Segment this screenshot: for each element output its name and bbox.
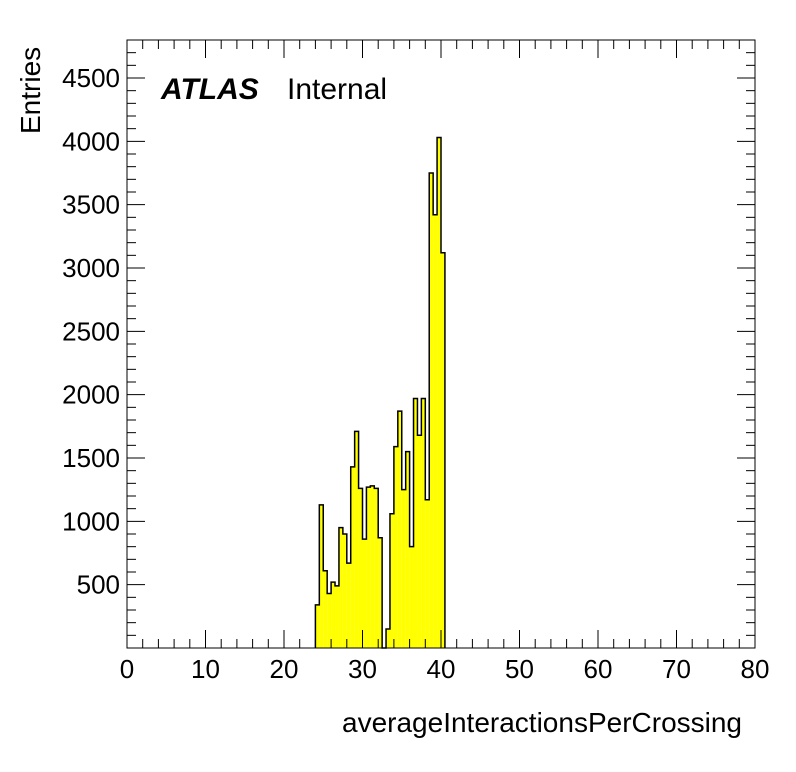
x-tick-label: 30 bbox=[348, 654, 377, 684]
histogram-bin-16 bbox=[378, 537, 383, 648]
y-tick-label: 500 bbox=[77, 570, 120, 600]
histogram-bin-10 bbox=[354, 431, 359, 648]
histogram-bin-26 bbox=[417, 435, 422, 648]
histogram-bin-21 bbox=[397, 411, 402, 648]
y-axis-title: Entries bbox=[15, 47, 46, 134]
histogram-bin-24 bbox=[409, 546, 414, 648]
histogram-bin-13 bbox=[366, 487, 371, 648]
histogram-bin-0 bbox=[315, 604, 320, 648]
atlas-label: ATLAS bbox=[160, 73, 259, 106]
histogram-bin-7 bbox=[342, 534, 347, 648]
y-tick-label: 3500 bbox=[62, 190, 120, 220]
plot-frame bbox=[126, 39, 756, 649]
histogram-outline bbox=[314, 136, 446, 649]
x-tick-label: 60 bbox=[584, 654, 613, 684]
y-tick-label: 3000 bbox=[62, 253, 120, 283]
histogram-bin-32 bbox=[441, 252, 445, 649]
x-axis-title: averageInteractionsPerCrossing bbox=[342, 707, 742, 738]
histogram-bin-3 bbox=[327, 593, 332, 648]
x-tick-label: 70 bbox=[662, 654, 691, 684]
histogram-bin-15 bbox=[374, 488, 379, 648]
histogram-bin-6 bbox=[338, 527, 343, 648]
histogram-bin-25 bbox=[413, 398, 418, 648]
histogram-bin-11 bbox=[358, 488, 363, 648]
x-tick-label: 0 bbox=[120, 654, 134, 684]
x-tick-label: 10 bbox=[191, 654, 220, 684]
histogram-bin-22 bbox=[401, 489, 406, 648]
histogram-bin-29 bbox=[429, 173, 434, 648]
histogram-bin-14 bbox=[370, 485, 375, 648]
x-tick-label: 50 bbox=[505, 654, 534, 684]
y-tick-label: 1500 bbox=[62, 443, 120, 473]
y-tick-label: 2500 bbox=[62, 316, 120, 346]
histogram-bars bbox=[314, 136, 446, 649]
histogram-bin-30 bbox=[433, 214, 438, 649]
y-tick-label: 2000 bbox=[62, 380, 120, 410]
histogram-bin-8 bbox=[346, 563, 351, 648]
histogram-bin-27 bbox=[421, 398, 426, 648]
histogram-bin-9 bbox=[350, 466, 355, 648]
x-tick-label: 20 bbox=[270, 654, 299, 684]
histogram-bin-28 bbox=[425, 499, 430, 648]
y-tick-label: 1000 bbox=[62, 506, 120, 536]
histogram-bin-18 bbox=[386, 629, 390, 648]
histogram-bin-31 bbox=[437, 137, 441, 649]
histogram-bin-12 bbox=[362, 539, 367, 648]
internal-label: Internal bbox=[287, 73, 387, 106]
x-tick-label: 40 bbox=[427, 654, 456, 684]
axis-ticks bbox=[126, 39, 756, 649]
histogram-bin-4 bbox=[331, 582, 336, 648]
histogram-bin-1 bbox=[319, 504, 324, 648]
histogram-bin-5 bbox=[335, 585, 339, 648]
y-tick-labels: 500 1000 1500 2000 2500 3000 3500 4000 4500 bbox=[62, 63, 120, 600]
histogram-bin-2 bbox=[323, 570, 328, 648]
histogram-bin-23 bbox=[405, 451, 410, 648]
histogram-bin-19 bbox=[389, 513, 394, 648]
histogram-bin-20 bbox=[393, 446, 398, 648]
x-tick-label: 80 bbox=[741, 654, 770, 684]
y-tick-label: 4500 bbox=[62, 63, 120, 93]
y-tick-label: 4000 bbox=[62, 126, 120, 156]
x-tick-labels: 0 10 20 30 40 50 60 70 80 bbox=[120, 654, 770, 684]
